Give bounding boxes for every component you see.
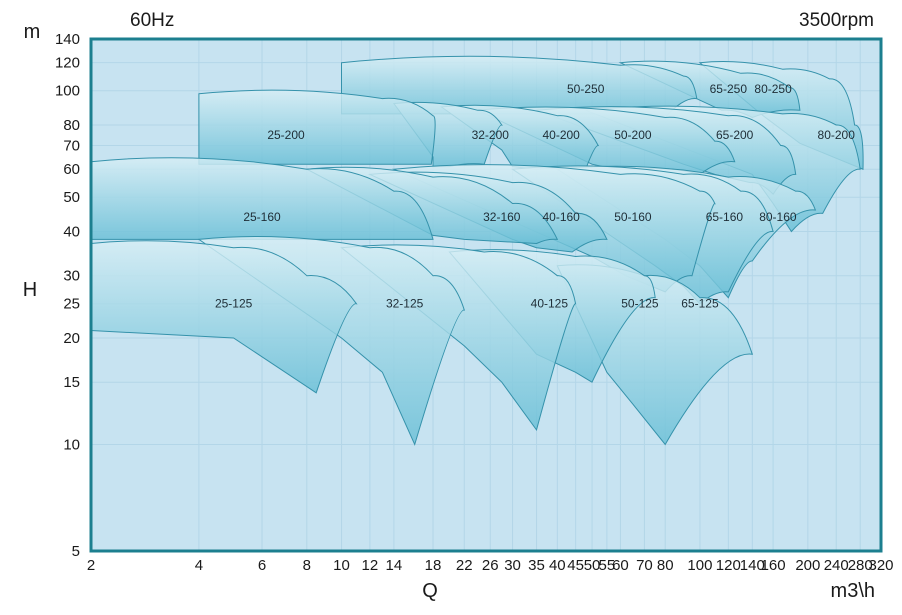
x-tick-label: 320: [868, 557, 893, 574]
x-tick-label: 30: [504, 557, 521, 574]
x-tick-label: 80: [657, 557, 674, 574]
x-tick-label: 12: [362, 557, 379, 574]
pump-model-label: 65-125: [681, 297, 719, 311]
pump-model-label: 32-200: [472, 128, 510, 142]
x-tick-label: 240: [824, 557, 849, 574]
x-tick-label: 22: [456, 557, 473, 574]
x-tick-label: 55: [599, 557, 616, 574]
x-tick-label: 18: [425, 557, 442, 574]
y-tick-label: 60: [63, 161, 80, 178]
speed-label: 3500rpm: [799, 10, 874, 31]
pump-region-32-125: [197, 236, 466, 446]
pump-model-label: 50-250: [567, 82, 605, 96]
pump-model-label: 80-250: [754, 82, 792, 96]
x-tick-label: 26: [482, 557, 499, 574]
pump-model-label: 65-250: [710, 82, 748, 96]
pump-region-25-200: [198, 89, 436, 165]
x-tick-label: 45: [567, 557, 584, 574]
pump-model-label: 50-160: [614, 210, 652, 224]
y-tick-label: 20: [63, 330, 80, 347]
x-tick-label: 100: [687, 557, 712, 574]
pump-model-label: 25-200: [267, 128, 305, 142]
y-tick-label: 25: [63, 296, 80, 313]
plot-frame: [89, 37, 883, 553]
region-labels: 80-250 65-250 50-250 80-200 65-200 50-200 40-2…: [215, 82, 855, 311]
y-tick-label: 140: [55, 31, 80, 48]
pump-model-label: 25-125: [215, 297, 253, 311]
y-tick-label: 50: [63, 189, 80, 206]
pump-region-25-160: [91, 157, 434, 240]
pump-model-label: 32-125: [386, 297, 424, 311]
pump-region-25-125: [91, 240, 358, 394]
x-tick-label: 120: [716, 557, 741, 574]
y-unit-label: m: [24, 21, 41, 43]
pump-model-label: 65-160: [706, 210, 744, 224]
x-tick-label: 4: [195, 557, 203, 574]
x-tick-label: 50: [584, 557, 601, 574]
x-tick-label: 160: [761, 557, 786, 574]
y-tick-label: 10: [63, 436, 80, 453]
x-tick-label: 2: [87, 557, 95, 574]
y-tick-label: 100: [55, 83, 80, 100]
pump-model-label: 50-200: [614, 128, 652, 142]
x-axis-title: Q: [422, 580, 438, 602]
x-tick-label: 200: [795, 557, 820, 574]
x-tick-label: 8: [303, 557, 311, 574]
x-unit-label: m3\h: [831, 580, 875, 602]
y-tick-label: 30: [63, 268, 80, 285]
x-tick-label: 140: [740, 557, 765, 574]
x-tick-label: 6: [258, 557, 266, 574]
x-tick-label: 14: [386, 557, 403, 574]
x-tick-label: 35: [528, 557, 545, 574]
y-tick-label: 80: [63, 117, 80, 134]
pump-model-label: 40-200: [542, 128, 580, 142]
pump-regions: [91, 55, 864, 446]
x-tick-label: 60: [612, 557, 629, 574]
x-tick-label: 280: [848, 557, 873, 574]
y-tick-label: 5: [72, 543, 80, 560]
frequency-label: 60Hz: [130, 10, 174, 31]
y-tick-label: 15: [63, 374, 80, 391]
pump-model-label: 32-160: [483, 210, 521, 224]
pump-model-label: 40-125: [531, 297, 569, 311]
pump-model-label: 50-125: [621, 297, 659, 311]
y-tick-label: 40: [63, 223, 80, 240]
y-tick-label: 70: [63, 138, 80, 155]
pump-model-label: 80-160: [759, 210, 797, 224]
y-tick-label: 120: [55, 55, 80, 72]
x-tick-label: 10: [333, 557, 350, 574]
x-tick-label: 40: [549, 557, 566, 574]
pump-model-label: 40-160: [542, 210, 580, 224]
y-axis-title: H: [23, 279, 37, 301]
pump-model-label: 65-200: [716, 128, 754, 142]
x-tick-label: 70: [636, 557, 653, 574]
pump-model-label: 25-160: [243, 210, 281, 224]
pump-model-label: 80-200: [818, 128, 856, 142]
